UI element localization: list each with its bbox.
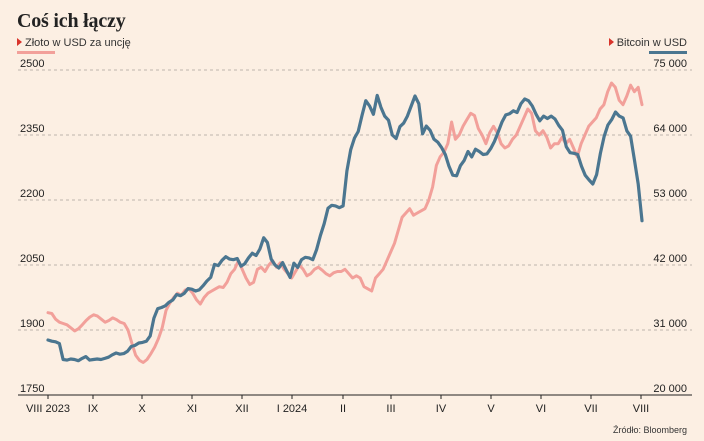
right-axis-tick-label: 42 000 <box>653 253 687 265</box>
x-axis-tick-label: I 2024 <box>277 403 308 415</box>
legend-bitcoin-swatch <box>649 51 687 54</box>
right-axis-tick-label: 64 000 <box>653 123 687 135</box>
left-axis-tick-label: 1900 <box>20 318 44 330</box>
x-axis-tick-label: XI <box>187 403 197 415</box>
legend-bitcoin-label: Bitcoin w USD <box>616 37 687 49</box>
series-line-bitcoin <box>46 93 644 363</box>
left-axis-tick-label: 2200 <box>20 188 44 200</box>
chart-title: Coś ich łączy <box>17 10 126 32</box>
source-note: Źródło: Bloomberg <box>612 425 687 435</box>
left-axis-tick-label: 2350 <box>20 123 44 135</box>
left-axis-tick-label: 1750 <box>20 383 44 395</box>
right-axis-tick-label: 20 000 <box>653 383 687 395</box>
x-axis-tick-label: III <box>386 403 395 415</box>
x-axis-tick-label: VII <box>584 403 597 415</box>
triangle-marker-icon <box>608 38 614 46</box>
x-axis-tick-label: II <box>340 403 346 415</box>
legend-bitcoin: Bitcoin w USD <box>608 37 687 49</box>
right-axis-tick-label: 75 000 <box>653 58 687 70</box>
x-axis-tick-label: IV <box>436 403 447 415</box>
left-axis-tick-label: 2050 <box>20 253 44 265</box>
right-axis-tick-label: 31 000 <box>653 318 687 330</box>
right-axis-tick-label: 53 000 <box>653 188 687 200</box>
series-line-gold <box>46 81 644 364</box>
x-axis-tick-label: IX <box>88 403 99 415</box>
legend-gold-label: Złoto w USD za uncję <box>25 37 131 49</box>
x-axis-tick-label: VI <box>536 403 546 415</box>
x-axis-tick-label: X <box>138 403 146 415</box>
x-axis-tick-label: VIII 2023 <box>26 403 70 415</box>
x-axis-tick-label: XII <box>235 403 248 415</box>
legend-gold-swatch <box>17 51 55 54</box>
x-axis-tick-label: V <box>487 403 495 415</box>
x-axis-tick-label: VIII <box>633 403 650 415</box>
left-axis-tick-label: 2500 <box>20 58 44 70</box>
triangle-marker-icon <box>17 38 22 46</box>
legend-gold: Złoto w USD za uncję <box>17 37 131 49</box>
